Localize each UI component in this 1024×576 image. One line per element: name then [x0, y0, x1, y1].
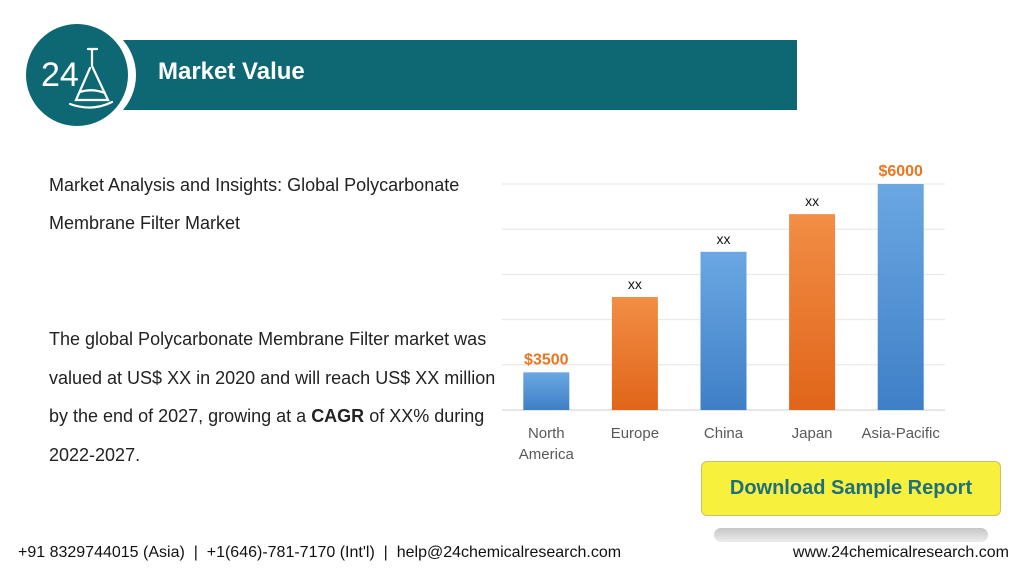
- data-label: xx: [717, 231, 731, 247]
- x-tick-label: Asia-Pacific: [862, 425, 941, 442]
- bar-europe: [611, 297, 658, 410]
- footer-website[interactable]: www.24chemicalresearch.com: [792, 544, 1009, 561]
- data-label: $3500: [524, 351, 569, 368]
- bar-chart: $3500 North America xx Europe xx China xx Japan $…: [502, 163, 945, 463]
- download-sample-report-button[interactable]: Download Sample Report: [701, 461, 1001, 516]
- data-label: xx: [628, 276, 642, 292]
- bar-north-america: [523, 372, 570, 410]
- bar-asia-pacific: [877, 184, 924, 410]
- company-logo[interactable]: 24: [26, 24, 128, 126]
- button-shadow: [714, 528, 988, 542]
- intro-line-1: Market Analysis and Insights: Global Pol…: [49, 175, 460, 195]
- summary-bold-term: CAGR: [311, 406, 365, 426]
- bar-japan: [789, 214, 836, 410]
- intro-heading: Market Analysis and Insights: Global Pol…: [49, 166, 509, 242]
- flask-icon: 24: [41, 47, 114, 109]
- svg-text:24: 24: [41, 56, 79, 94]
- x-tick-label: Japan: [792, 425, 833, 442]
- x-tick-label: China: [704, 425, 744, 442]
- data-label: xx: [805, 193, 819, 209]
- market-value-chart: $3500 North America xx Europe xx China xx Japan $…: [500, 140, 960, 470]
- page-title: Market Value: [158, 58, 305, 85]
- data-label: $6000: [878, 163, 923, 180]
- x-tick-label: North: [528, 425, 565, 442]
- market-summary: The global Polycarbonate Membrane Filter…: [49, 320, 517, 474]
- summary-text-end: of XX% during 2022-2027.: [49, 406, 485, 465]
- x-tick-label: America: [519, 446, 575, 463]
- footer-contacts: +91 8329744015 (Asia) | +1(646)-781-7170…: [18, 544, 622, 561]
- header-bar: [100, 40, 797, 110]
- summary-text: The global Polycarbonate Membrane Filter…: [49, 329, 496, 426]
- intro-line-2: Membrane Filter Market: [49, 213, 241, 233]
- bar-china: [700, 251, 747, 410]
- x-tick-label: Europe: [611, 425, 659, 442]
